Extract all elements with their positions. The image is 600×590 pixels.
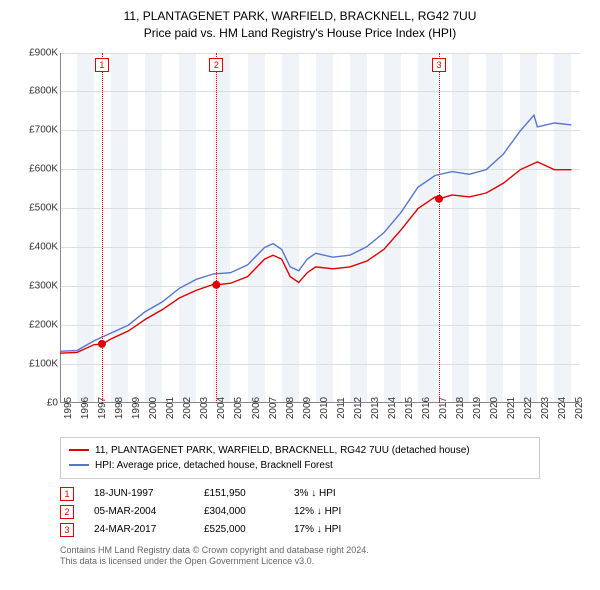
series-line-property (60, 161, 571, 352)
y-tick-label: £300K (10, 280, 58, 291)
x-tick-label: 2008 (285, 396, 296, 418)
x-tick-label: 2011 (336, 397, 347, 419)
x-tick-label: 2015 (404, 396, 415, 418)
y-tick-label: £500K (10, 203, 58, 214)
x-tick-label: 2004 (216, 396, 227, 418)
sale-row: 2 05-MAR-2004 £304,000 12% ↓ HPI (60, 503, 540, 521)
x-tick-label: 2002 (182, 396, 193, 418)
x-tick-label: 2007 (268, 396, 279, 418)
x-tick-label: 1999 (131, 396, 142, 418)
x-tick-label: 2014 (387, 396, 398, 418)
sale-index-box: 1 (60, 487, 74, 501)
sale-vline (102, 53, 103, 403)
x-tick-label: 2005 (233, 396, 244, 418)
sale-date: 24-MAR-2017 (94, 524, 184, 535)
legend-label: HPI: Average price, detached house, Brac… (95, 458, 333, 473)
y-tick-label: £900K (10, 47, 58, 58)
legend-row: HPI: Average price, detached house, Brac… (69, 458, 531, 473)
sale-marker-box: 3 (432, 58, 446, 72)
y-tick-label: £400K (10, 242, 58, 253)
x-tick-label: 1995 (63, 396, 74, 418)
footer-line-2: This data is licensed under the Open Gov… (60, 556, 540, 568)
x-tick-label: 2018 (455, 396, 466, 418)
y-tick-label: £0 (10, 397, 58, 408)
y-tick-label: £200K (10, 319, 58, 330)
sale-price: £525,000 (204, 524, 274, 535)
sale-vline (439, 53, 440, 403)
title-line-2: Price paid vs. HM Land Registry's House … (10, 25, 590, 42)
x-tick-label: 2010 (319, 396, 330, 418)
legend: 11, PLANTAGENET PARK, WARFIELD, BRACKNEL… (60, 437, 540, 479)
x-tick-label: 2000 (148, 396, 159, 418)
legend-label: 11, PLANTAGENET PARK, WARFIELD, BRACKNEL… (95, 443, 470, 458)
x-tick-label: 2022 (523, 396, 534, 418)
sale-hpi-delta: 12% ↓ HPI (294, 506, 374, 517)
sale-index-box: 2 (60, 505, 74, 519)
y-tick-label: £600K (10, 164, 58, 175)
x-tick-label: 2020 (489, 396, 500, 418)
sale-marker-box: 2 (209, 58, 223, 72)
legend-swatch (69, 449, 89, 451)
x-tick-label: 2001 (165, 396, 176, 418)
title-line-1: 11, PLANTAGENET PARK, WARFIELD, BRACKNEL… (10, 8, 590, 25)
y-tick-label: £800K (10, 86, 58, 97)
x-tick-label: 2025 (574, 396, 585, 418)
sales-table: 1 18-JUN-1997 £151,950 3% ↓ HPI 2 05-MAR-2004… (60, 485, 540, 539)
sale-price: £304,000 (204, 506, 274, 517)
footer: Contains HM Land Registry data © Crown c… (60, 545, 540, 568)
x-tick-label: 1998 (114, 396, 125, 418)
y-tick-label: £100K (10, 358, 58, 369)
sale-row: 3 24-MAR-2017 £525,000 17% ↓ HPI (60, 521, 540, 539)
x-tick-label: 2013 (370, 396, 381, 418)
chart-lines (60, 53, 580, 403)
sale-marker-box: 1 (95, 58, 109, 72)
sale-row: 1 18-JUN-1997 £151,950 3% ↓ HPI (60, 485, 540, 503)
sale-price: £151,950 (204, 488, 274, 499)
x-tick-label: 1996 (80, 396, 91, 418)
sale-hpi-delta: 17% ↓ HPI (294, 524, 374, 535)
x-tick-label: 2024 (557, 396, 568, 418)
x-tick-label: 2023 (540, 396, 551, 418)
y-tick-label: £700K (10, 125, 58, 136)
x-tick-label: 2006 (251, 396, 262, 418)
sale-vline (216, 53, 217, 403)
sale-date: 05-MAR-2004 (94, 506, 184, 517)
legend-swatch (69, 464, 89, 466)
chart-container: 11, PLANTAGENET PARK, WARFIELD, BRACKNEL… (0, 0, 600, 590)
sale-index-box: 3 (60, 523, 74, 537)
x-tick-label: 2012 (353, 396, 364, 418)
x-tick-label: 2003 (199, 396, 210, 418)
title-block: 11, PLANTAGENET PARK, WARFIELD, BRACKNEL… (10, 8, 590, 42)
x-tick-label: 2019 (472, 396, 483, 418)
sale-date: 18-JUN-1997 (94, 488, 184, 499)
series-line-hpi (60, 115, 571, 351)
x-tick-label: 2016 (421, 396, 432, 418)
x-tick-label: 2009 (302, 396, 313, 418)
sale-hpi-delta: 3% ↓ HPI (294, 488, 374, 499)
chart-area: £0 £100K £200K £300K £400K £500K £600K £700K £80… (10, 48, 590, 433)
footer-line-1: Contains HM Land Registry data © Crown c… (60, 545, 540, 557)
x-tick-label: 2021 (506, 396, 517, 418)
legend-row: 11, PLANTAGENET PARK, WARFIELD, BRACKNEL… (69, 443, 531, 458)
